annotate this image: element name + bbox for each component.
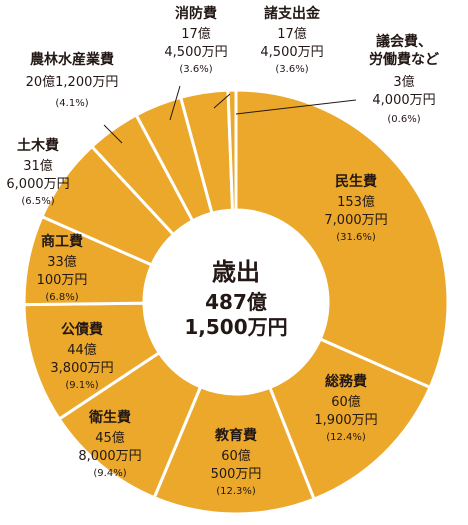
slice-label-10: 議会費、労働費など 3億 4,000万円 (0.6%) — [369, 33, 439, 125]
slice-name-5: 商工費 — [41, 233, 83, 250]
slice-value-man-4: 3,800万円 — [50, 361, 113, 376]
slice-label-8: 消防費 17億 4,500万円 (3.6%) — [164, 5, 227, 75]
slice-name-9: 諸支出金 — [264, 5, 321, 22]
slice-name-2: 教育費 — [215, 427, 257, 444]
leader-line-8 — [169, 85, 181, 121]
slice-value-oku-8: 17億 — [181, 26, 211, 42]
slice-percent-5: (6.8%) — [45, 292, 78, 303]
slice-percent-0: (31.6%) — [336, 232, 376, 243]
slice-name-6: 土木費 — [17, 137, 59, 154]
slice-value-man-2: 500万円 — [211, 467, 262, 482]
leader-line-10 — [235, 99, 357, 115]
leader-lines-group — [103, 85, 357, 144]
chart-title: 歳出 — [212, 258, 260, 286]
total-line-2: 1,500万円 — [184, 315, 287, 339]
slice-0 — [234, 88, 450, 390]
slice-value-man-3: 8,000万円 — [78, 449, 141, 464]
slice-value-man-6: 6,000万円 — [6, 177, 69, 192]
slice-name-7: 農林水産業費 — [30, 51, 114, 68]
slice-percent-8: (3.6%) — [179, 64, 212, 75]
slice-label-3: 衛生費 45億 8,000万円 (9.4%) — [78, 409, 141, 479]
slice-value-oku-5: 33億 — [47, 254, 77, 270]
slice-percent-9: (3.6%) — [275, 64, 308, 75]
slice-value-oku-10: 3億 — [393, 74, 414, 90]
slices-group — [22, 88, 450, 516]
slice-1 — [267, 337, 433, 502]
slice-labels-group: 民生費 153億 7,000万円 (31.6%) 総務費 60億 1,900万円 (12.4%… — [6, 5, 439, 497]
slice-percent-4: (9.1%) — [65, 380, 98, 391]
slice-value-man-0: 7,000万円 — [324, 213, 387, 228]
slice-percent-2: (12.3%) — [216, 486, 256, 497]
slice-label-2: 教育費 60億 500万円 (12.3%) — [211, 427, 262, 497]
slice-name-8: 消防費 — [175, 5, 217, 22]
slice-label-0: 民生費 153億 7,000万円 (31.6%) — [324, 173, 387, 243]
slice-2 — [152, 384, 316, 516]
slice-value-oku-1: 60億 — [331, 394, 361, 410]
slice-value-7: 20億1,200万円 — [26, 74, 119, 90]
slice-value-oku-3: 45億 — [95, 430, 125, 446]
slice-name-10-a: 議会費、 — [376, 33, 432, 50]
slice-name-4: 公債費 — [61, 321, 103, 338]
slice-value-man-1: 1,900万円 — [314, 413, 377, 428]
slice-label-6: 土木費 31億 6,000万円 (6.5%) — [6, 137, 69, 207]
leader-line-7 — [103, 124, 123, 144]
slice-label-4: 公債費 44億 3,800万円 (9.1%) — [50, 321, 113, 391]
slice-label-5: 商工費 33億 100万円 (6.8%) — [37, 233, 88, 303]
slice-name-0: 民生費 — [335, 173, 377, 190]
slice-percent-3: (9.4%) — [93, 468, 126, 479]
slice-value-oku-0: 153億 — [337, 194, 375, 210]
slice-name-3: 衛生費 — [88, 409, 131, 426]
leader-line-9 — [213, 93, 231, 109]
slice-name-10-b: 労働費など — [369, 51, 439, 68]
slice-percent-7: (4.1%) — [55, 98, 88, 109]
slice-percent-6: (6.5%) — [21, 196, 54, 207]
slice-value-man-10: 4,000万円 — [372, 93, 435, 108]
slice-value-oku-9: 17億 — [277, 26, 307, 42]
slice-value-oku-4: 44億 — [67, 342, 97, 358]
slice-percent-10: (0.6%) — [387, 114, 420, 125]
slice-name-1: 総務費 — [325, 373, 367, 390]
slice-label-9: 諸支出金 17億 4,500万円 (3.6%) — [260, 5, 323, 75]
slice-percent-1: (12.4%) — [326, 432, 366, 443]
slice-value-oku-2: 60億 — [221, 448, 251, 464]
slice-value-oku-6: 31億 — [23, 158, 53, 174]
slice-label-7: 農林水産業費 20億1,200万円 (4.1%) — [26, 51, 119, 109]
slice-value-man-8: 4,500万円 — [164, 45, 227, 60]
slice-value-man-9: 4,500万円 — [260, 45, 323, 60]
slice-label-1: 総務費 60億 1,900万円 (12.4%) — [314, 373, 377, 443]
total-line-1: 487億 — [205, 290, 267, 314]
slice-value-man-5: 100万円 — [37, 273, 88, 288]
slice-10 — [226, 88, 238, 212]
